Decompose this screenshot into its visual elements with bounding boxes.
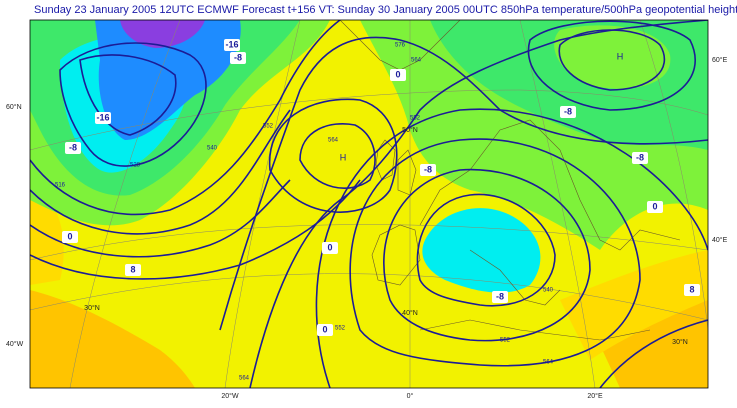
label-box — [224, 39, 240, 51]
label-box — [420, 164, 436, 176]
label-box — [317, 324, 333, 336]
temperature-label: 0 — [327, 242, 332, 252]
height-label: 528 — [130, 163, 141, 169]
height-label: 540 — [207, 146, 218, 152]
label-box — [390, 69, 406, 81]
pressure-center: H — [617, 51, 624, 61]
temperature-label: -16 — [96, 112, 109, 122]
label-box — [230, 52, 246, 64]
label-box — [95, 112, 111, 124]
height-label: 516 — [55, 183, 66, 189]
geo-label: 20°W — [221, 392, 239, 400]
temperature-label: -8 — [564, 106, 572, 116]
label-box — [125, 264, 141, 276]
height-label: 552 — [500, 338, 511, 344]
map-frame — [29, 19, 709, 389]
temperature-label: 0 — [395, 69, 400, 79]
label-box — [492, 291, 508, 303]
map-field — [30, 20, 708, 388]
pressure-center: H — [340, 152, 347, 162]
geo-label: 60°N — [6, 103, 22, 111]
map-labels: 60°N 40°W 60°E 40°E 20°W 0° 20°E 50°N 40°N 30°N 30… — [6, 39, 728, 400]
label-box — [322, 242, 338, 254]
height-label: 552 — [410, 116, 421, 122]
temperature-label: 8 — [689, 284, 694, 294]
temperature-label: -8 — [424, 164, 432, 174]
height-label: 576 — [395, 43, 406, 49]
geo-label: 40°W — [6, 340, 24, 348]
height-label: 564 — [543, 360, 554, 366]
label-box — [560, 106, 576, 118]
label-box — [647, 201, 663, 213]
label-box — [684, 284, 700, 296]
label-box — [65, 142, 81, 154]
height-label: 540 — [543, 288, 554, 294]
height-label: 552 — [263, 124, 274, 130]
temperature-label: -8 — [636, 152, 644, 162]
temperature-label: 0 — [322, 324, 327, 334]
label-box — [62, 231, 78, 243]
temperature-label: -8 — [234, 52, 242, 62]
height-label: 552 — [335, 326, 346, 332]
geo-label: 30°N — [84, 304, 100, 312]
temperature-label: 0 — [652, 201, 657, 211]
map-title: Sunday 23 January 2005 12UTC ECMWF Forec… — [34, 4, 737, 16]
geo-label: 40°E — [712, 236, 728, 244]
geo-label: 60°E — [712, 56, 728, 64]
height-label: 564 — [239, 376, 250, 382]
geo-label: 20°E — [587, 392, 603, 400]
temperature-label: -16 — [225, 39, 238, 49]
geo-label: 50°N — [402, 126, 418, 134]
height-label: 564 — [411, 58, 422, 64]
geo-label: 0° — [407, 392, 414, 400]
height-label: 564 — [328, 138, 339, 144]
geo-label: 30°N — [672, 338, 688, 346]
geo-label: 40°N — [402, 309, 418, 317]
temperature-label: 8 — [130, 264, 135, 274]
temperature-label: -8 — [69, 142, 77, 152]
temperature-label: -8 — [496, 291, 504, 301]
temperature-label: 0 — [67, 231, 72, 241]
label-box — [632, 152, 648, 164]
